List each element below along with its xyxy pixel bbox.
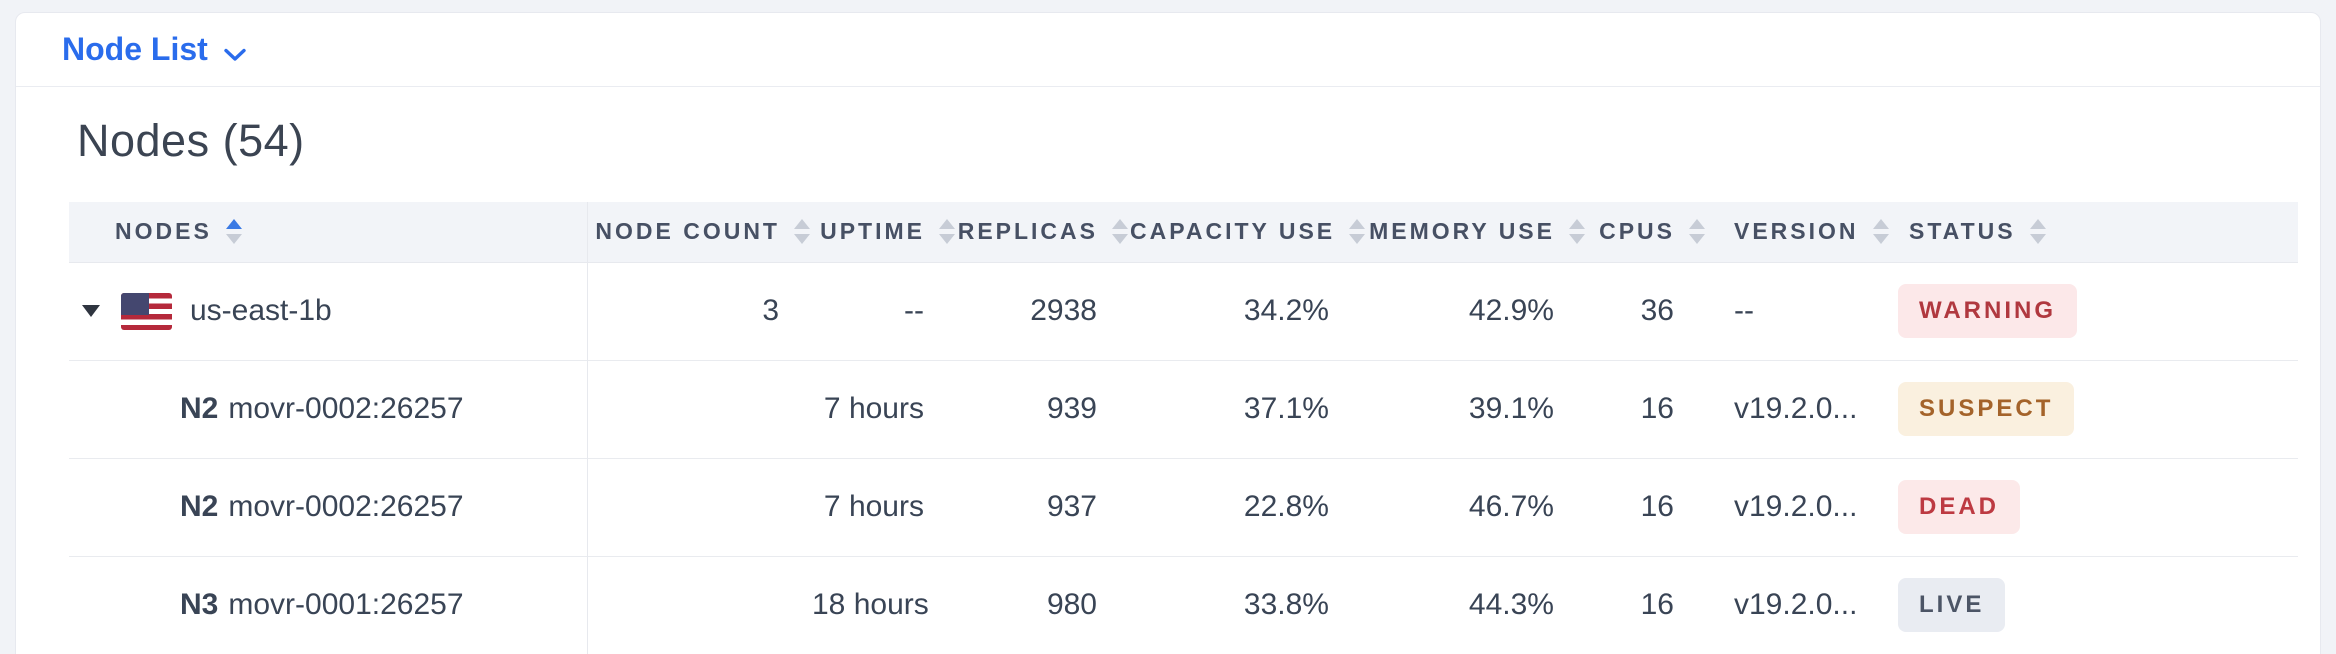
column-label: STATUS <box>1909 218 2016 245</box>
column-label: NODE COUNT <box>595 218 780 245</box>
column-header-status[interactable]: STATUS <box>1882 202 2298 262</box>
status-badge: LIVE <box>1898 578 2006 632</box>
sort-icon <box>225 219 242 245</box>
uptime-cell: 18 hours <box>812 588 929 621</box>
column-label: UPTIME <box>820 218 925 245</box>
node-list-dropdown[interactable]: Node List <box>62 29 246 70</box>
version-cell: v19.2.0... <box>1734 588 1858 621</box>
capacity-use-cell: 33.8% <box>1243 588 1329 621</box>
chevron-down-icon <box>224 33 246 70</box>
column-header-memory-use[interactable]: MEMORY USE <box>1362 202 1587 262</box>
column-header-version[interactable]: VERSION <box>1707 202 1889 262</box>
capacity-use-cell: 37.1% <box>1243 392 1329 425</box>
uptime-cell: 7 hours <box>823 392 924 425</box>
region-cell: us-east-1b <box>69 262 588 360</box>
column-label: MEMORY USE <box>1369 218 1555 245</box>
column-header-uptime[interactable]: UPTIME <box>812 202 957 262</box>
version-cell: v19.2.0... <box>1734 392 1858 425</box>
sort-icon <box>939 219 955 245</box>
replicas-cell: 2938 <box>1030 294 1097 327</box>
node-count-cell: 3 <box>762 294 779 327</box>
cpus-cell: 36 <box>1640 294 1674 327</box>
node-count-cell <box>587 556 812 654</box>
node-address: movr-0002:26257 <box>228 490 464 523</box>
node-id: N3 <box>180 588 219 621</box>
collapse-caret-icon[interactable] <box>82 305 100 317</box>
node-list-card: Node List Nodes (54) NODES <box>15 12 2321 654</box>
column-header-nodes[interactable]: NODES <box>69 202 588 262</box>
version-cell: -- <box>1734 294 1754 327</box>
node-list-dropdown-label: Node List <box>62 31 208 67</box>
us-flag-icon <box>121 292 172 330</box>
column-header-replicas[interactable]: REPLICAS <box>957 202 1130 262</box>
column-label: CPUS <box>1599 218 1675 245</box>
status-badge: DEAD <box>1898 480 2021 534</box>
capacity-use-cell: 34.2% <box>1243 294 1329 327</box>
status-cell: WARNING <box>1882 262 2298 360</box>
status-cell: LIVE <box>1882 556 2298 654</box>
capacity-use-cell: 22.8% <box>1243 490 1329 523</box>
sort-icon <box>794 219 810 245</box>
node-id: N2 <box>180 392 219 425</box>
table-header-row: NODES NODE COUNT UPTIME <box>69 202 2298 262</box>
memory-use-cell: 46.7% <box>1468 490 1554 523</box>
sort-icon <box>2029 219 2046 245</box>
table-row-node[interactable]: N2 movr-0002:26257 7 hours 937 22.8% 46.7… <box>69 458 2298 556</box>
sort-icon <box>1689 219 1705 245</box>
uptime-cell: -- <box>904 294 924 327</box>
card-header: Node List <box>16 13 2320 87</box>
sort-icon <box>1112 219 1128 245</box>
sort-icon <box>1872 219 1889 245</box>
status-badge: SUSPECT <box>1898 382 2075 436</box>
column-header-capacity-use[interactable]: CAPACITY USE <box>1130 202 1366 262</box>
status-cell: DEAD <box>1882 458 2298 556</box>
uptime-cell: 7 hours <box>823 490 924 523</box>
node-name-cell: N2 movr-0002:26257 <box>69 360 588 458</box>
nodes-table: NODES NODE COUNT UPTIME <box>69 202 2298 654</box>
node-count-cell <box>587 360 812 458</box>
node-name-cell: N3 movr-0001:26257 <box>69 556 588 654</box>
cpus-cell: 16 <box>1640 490 1674 523</box>
page-title: Nodes (54) <box>77 115 305 166</box>
column-label: VERSION <box>1734 218 1859 245</box>
sort-icon <box>1569 219 1585 245</box>
node-count-cell <box>587 458 812 556</box>
cpus-cell: 16 <box>1640 392 1674 425</box>
memory-use-cell: 44.3% <box>1468 588 1554 621</box>
version-cell: v19.2.0... <box>1734 490 1858 523</box>
column-header-node-count[interactable]: NODE COUNT <box>587 202 812 262</box>
cpus-cell: 16 <box>1640 588 1674 621</box>
table-row-node[interactable]: N3 movr-0001:26257 18 hours 980 33.8% 44.… <box>69 556 2298 654</box>
column-label: CAPACITY USE <box>1130 218 1336 245</box>
node-address: movr-0001:26257 <box>228 588 464 621</box>
sort-icon <box>1349 219 1366 245</box>
column-label: NODES <box>115 218 212 245</box>
node-name-cell: N2 movr-0002:26257 <box>69 458 588 556</box>
replicas-cell: 937 <box>1046 490 1097 523</box>
memory-use-cell: 39.1% <box>1468 392 1554 425</box>
node-id: N2 <box>180 490 219 523</box>
column-label: REPLICAS <box>957 218 1098 245</box>
table-row-node[interactable]: N2 movr-0002:26257 7 hours 939 37.1% 39.1… <box>69 360 2298 458</box>
table-row-region[interactable]: us-east-1b 3 -- 2938 34.2% 42.9% 36 -- W… <box>69 262 2298 360</box>
status-badge: WARNING <box>1898 284 2077 338</box>
column-header-cpus[interactable]: CPUS <box>1587 202 1707 262</box>
node-address: movr-0002:26257 <box>228 392 464 425</box>
region-name: us-east-1b <box>190 294 332 327</box>
replicas-cell: 980 <box>1046 588 1097 621</box>
nodes-section: Nodes (54) NODES NODE <box>16 87 2320 654</box>
memory-use-cell: 42.9% <box>1468 294 1554 327</box>
status-cell: SUSPECT <box>1882 360 2298 458</box>
replicas-cell: 939 <box>1046 392 1097 425</box>
